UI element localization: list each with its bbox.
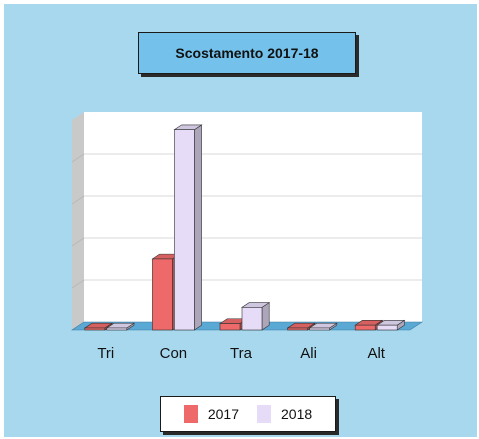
- plot-area: [71, 112, 423, 331]
- bar: [376, 319, 406, 331]
- bar-chart: Tri Con Tra Ali Alt: [71, 112, 423, 362]
- bar-front: [219, 323, 241, 331]
- bar-front: [376, 324, 398, 331]
- bar-front: [152, 258, 173, 331]
- bar-front: [84, 327, 106, 331]
- x-tick-labels: Tri Con Tra Ali Alt: [97, 345, 385, 362]
- legend: 2017 2018: [160, 396, 336, 432]
- legend-swatch-2018: [257, 405, 271, 423]
- back-wall: [84, 112, 422, 322]
- grid-line-side: [71, 195, 85, 205]
- chart-title: Scostamento 2017-18: [138, 32, 356, 74]
- bar-side: [194, 124, 202, 331]
- legend-label-2018: 2018: [281, 406, 313, 422]
- bar: [308, 322, 338, 331]
- x-tick-label: Tri: [97, 345, 114, 362]
- grid-line-side: [71, 279, 85, 289]
- left-wall: [72, 112, 84, 330]
- bar-front: [241, 307, 263, 331]
- chart-panel: Scostamento 2017-18 Tri Con Tra Ali Alt 2017…: [4, 4, 477, 437]
- x-tick-label: Tra: [230, 345, 253, 362]
- legend-item-2017: 2017: [183, 405, 239, 423]
- legend-swatch-2017: [183, 405, 198, 423]
- x-tick-label: Ali: [300, 345, 317, 362]
- bars: [83, 124, 406, 331]
- legend-label-2017: 2017: [207, 406, 239, 422]
- legend-item-2018: 2018: [257, 405, 312, 423]
- bar: [105, 322, 135, 331]
- bar-front: [106, 327, 128, 331]
- bar: [241, 302, 271, 331]
- grid-line-side: [71, 237, 85, 247]
- bar-front: [287, 327, 308, 331]
- grid-line-side: [71, 153, 85, 163]
- bar-front: [354, 324, 376, 331]
- bar-front: [174, 129, 195, 331]
- x-tick-label: Con: [160, 345, 188, 362]
- bar: [173, 124, 203, 331]
- bar-front: [309, 327, 330, 331]
- x-tick-label: Alt: [367, 345, 385, 362]
